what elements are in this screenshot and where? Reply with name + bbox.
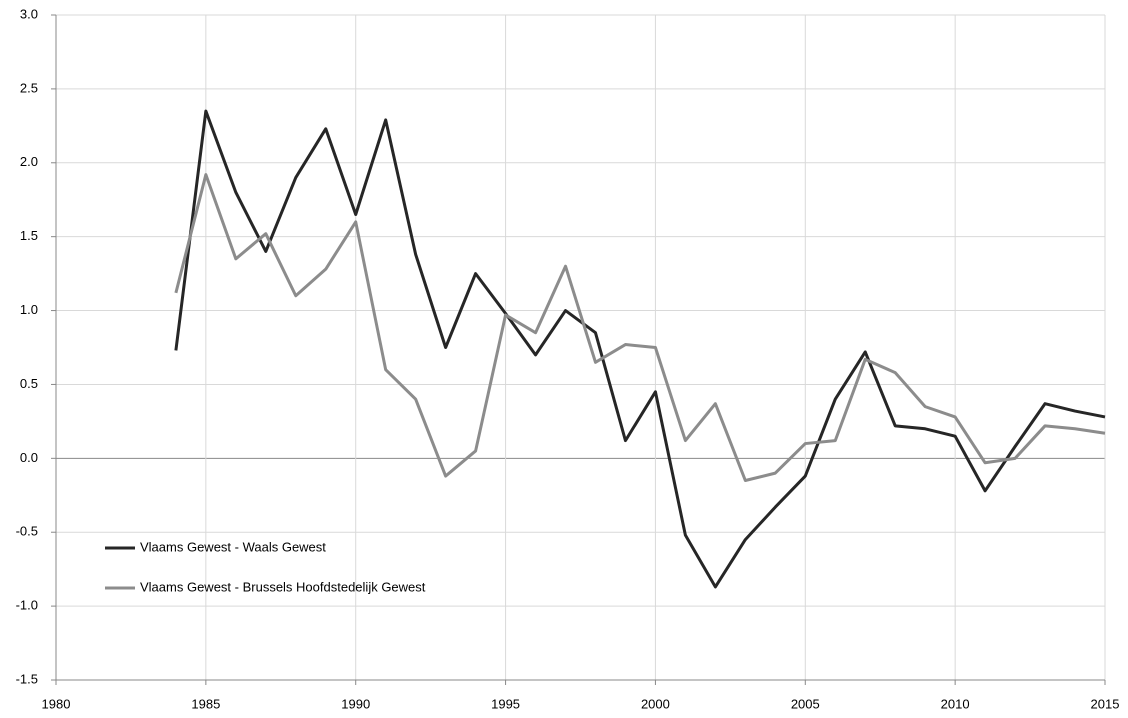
- y-tick-label: 1.0: [20, 302, 38, 317]
- series-line: [174, 173, 1106, 482]
- y-tick-label: 3.0: [20, 6, 38, 21]
- x-tick-label: 1985: [191, 696, 220, 711]
- y-tick-label: 1.5: [20, 228, 38, 243]
- x-tick-label: 2000: [641, 696, 670, 711]
- series-line: [174, 109, 1106, 589]
- legend-label: Vlaams Gewest - Brussels Hoofdstedelijk …: [140, 579, 426, 594]
- x-tick-label: 1995: [491, 696, 520, 711]
- y-tick-label: -1.5: [16, 671, 38, 686]
- y-tick-label: -0.5: [16, 524, 38, 539]
- y-tick-label: 2.5: [20, 80, 38, 95]
- x-tick-label: 2015: [1091, 696, 1120, 711]
- y-tick-label: 0.5: [20, 376, 38, 391]
- x-tick-label: 1980: [42, 696, 71, 711]
- x-tick-label: 1990: [341, 696, 370, 711]
- x-tick-label: 2010: [941, 696, 970, 711]
- x-tick-label: 2005: [791, 696, 820, 711]
- y-tick-label: 0.0: [20, 450, 38, 465]
- y-tick-label: -1.0: [16, 598, 38, 613]
- y-tick-label: 2.0: [20, 154, 38, 169]
- legend-label: Vlaams Gewest - Waals Gewest: [140, 539, 326, 554]
